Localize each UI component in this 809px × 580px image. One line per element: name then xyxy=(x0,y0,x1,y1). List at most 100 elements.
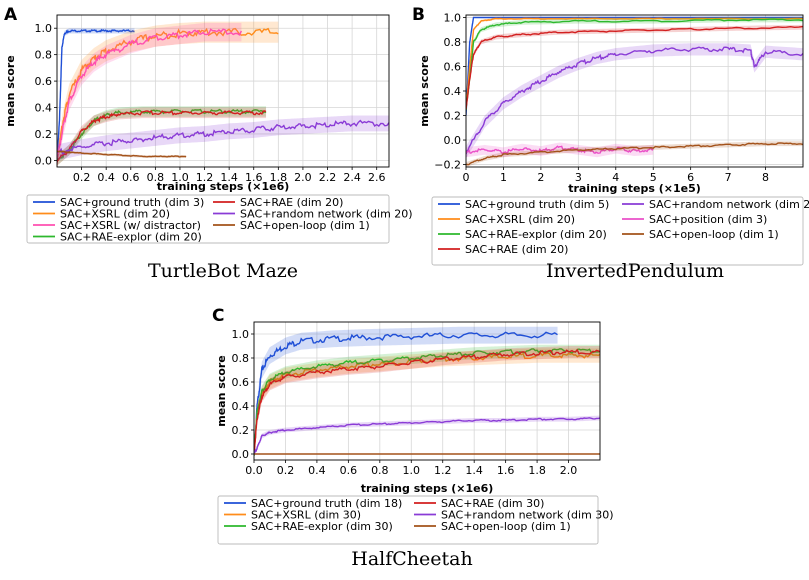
x-tick-label: 0.8 xyxy=(147,171,165,184)
y-tick-label: 0.8 xyxy=(35,49,53,62)
x-axis-label: training steps (×1e6) xyxy=(157,180,290,193)
x-axis-label: training steps (×1e5) xyxy=(568,182,701,195)
series-line xyxy=(57,108,267,161)
x-tick-label: 3 xyxy=(575,171,582,184)
x-axis-label: training steps (×1e6) xyxy=(361,482,494,495)
legend-label: SAC+ground truth (dim 3) xyxy=(60,196,204,209)
series-line xyxy=(466,16,803,116)
y-tick-label: 0.2 xyxy=(232,424,250,437)
y-axis-label: mean score xyxy=(4,55,17,127)
legend-label: SAC+RAE (dim 20) xyxy=(240,196,343,209)
legend-box xyxy=(217,495,599,545)
panel-letter: B xyxy=(412,5,425,25)
y-tick-label: 0.4 xyxy=(444,85,462,98)
legend-label: SAC+random network (dim 20) xyxy=(240,208,413,221)
legend-label: SAC+open-loop (dim 1) xyxy=(240,219,370,232)
legend-label: SAC+random network (dim 30) xyxy=(441,509,614,522)
y-tick-label: 0.0 xyxy=(444,134,462,147)
y-tick-label: 0.2 xyxy=(35,128,53,141)
y-tick-label: 0.4 xyxy=(35,102,53,115)
legend-label: SAC+RAE (dim 30) xyxy=(441,497,544,510)
y-tick-label: 0.8 xyxy=(232,352,250,365)
series-line xyxy=(57,119,389,155)
x-tick-label: 1.2 xyxy=(434,464,452,477)
legend-box xyxy=(431,196,804,266)
y-tick-label: 0.6 xyxy=(35,75,53,88)
y-axis-label: mean score xyxy=(215,355,228,427)
x-tick-label: 0.4 xyxy=(308,464,326,477)
x-tick-label: 1.8 xyxy=(270,171,288,184)
series-band xyxy=(57,21,279,167)
legend-label: SAC+open-loop (dim 1) xyxy=(649,228,779,241)
series-line xyxy=(466,46,803,155)
chart-panel-c: C 0.0 0.2 0.4 0.6 0.8 1.0 1.2 1.4 1.6 1.8 2.0 0.0 0.2… xyxy=(212,306,614,570)
x-tick-label: 1.6 xyxy=(245,171,263,184)
series-line xyxy=(466,17,803,110)
x-tick-label: 0.2 xyxy=(73,171,91,184)
x-tick-label: 0.6 xyxy=(122,171,140,184)
legend-label: SAC+RAE (dim 20) xyxy=(465,243,568,256)
x-tick-label: 1.8 xyxy=(528,464,546,477)
series-band xyxy=(254,344,600,460)
series-line xyxy=(466,145,654,155)
y-tick-label: 1.0 xyxy=(444,11,462,24)
x-tick-label: 0.2 xyxy=(277,464,295,477)
plot-area xyxy=(254,322,600,460)
y-tick-label: 0.8 xyxy=(444,36,462,49)
x-tick-label: 0.8 xyxy=(371,464,389,477)
y-tick-label: 1.0 xyxy=(35,22,53,35)
plot-frame xyxy=(253,321,601,461)
legend-label: SAC+XSRL (dim 20) xyxy=(465,213,575,226)
x-tick-label: 2.0 xyxy=(560,464,578,477)
y-tick-label: 0.4 xyxy=(232,400,250,413)
legend-label: SAC+RAE-explor (dim 30) xyxy=(251,520,393,533)
x-tick-label: 8 xyxy=(762,171,769,184)
x-tick-label: 1.0 xyxy=(171,171,189,184)
series-line xyxy=(57,28,243,164)
y-tick-label: 1.0 xyxy=(232,328,250,341)
legend-label: SAC+XSRL (dim 20) xyxy=(60,208,170,221)
x-tick-label: 4 xyxy=(612,171,619,184)
series-band xyxy=(254,348,600,460)
plot-frame xyxy=(465,14,804,168)
legend-label: SAC+ground truth (dim 5) xyxy=(465,198,609,211)
series-band xyxy=(57,22,242,167)
y-tick-label: 0.6 xyxy=(444,60,462,73)
panel-letter: A xyxy=(4,5,18,25)
series-line xyxy=(466,142,803,166)
legend-box xyxy=(26,194,390,244)
x-tick-label: 0.0 xyxy=(245,464,263,477)
legend-label: SAC+ground truth (dim 18) xyxy=(251,497,402,510)
series-band xyxy=(466,43,803,159)
series-line xyxy=(57,28,135,161)
x-tick-label: 0.4 xyxy=(97,171,115,184)
x-tick-label: 5 xyxy=(650,171,657,184)
x-tick-label: 1.4 xyxy=(465,464,483,477)
legend-label: SAC+RAE-explor (dim 20) xyxy=(465,228,607,241)
x-tick-label: 1.4 xyxy=(220,171,238,184)
panel-letter: C xyxy=(212,306,224,326)
series-line xyxy=(57,150,187,158)
x-tick-label: 1.2 xyxy=(196,171,214,184)
x-tick-label: 0 xyxy=(463,171,470,184)
x-tick-label: 7 xyxy=(725,171,732,184)
series-band xyxy=(466,17,803,112)
series-band xyxy=(254,326,558,460)
x-tick-label: 0.6 xyxy=(340,464,358,477)
x-tick-label: 1.0 xyxy=(403,464,421,477)
plot-frame xyxy=(56,14,390,168)
series-band xyxy=(57,107,267,166)
legend-label: SAC+XSRL (dim 30) xyxy=(251,509,361,522)
y-axis-label: mean score xyxy=(418,55,431,127)
legend-label: SAC+position (dim 3) xyxy=(649,213,767,226)
legend-label: SAC+XSRL (w/ distractor) xyxy=(60,219,201,232)
series-line xyxy=(254,331,558,455)
panel-caption: InvertedPendulum xyxy=(546,260,724,282)
x-tick-label: 2 xyxy=(537,171,544,184)
series-line xyxy=(57,110,267,163)
series-line xyxy=(254,348,600,454)
y-tick-label: 0.6 xyxy=(232,376,250,389)
y-tick-label: 0.0 xyxy=(35,154,53,167)
legend-label: SAC+random network (dim 20) xyxy=(649,198,809,211)
